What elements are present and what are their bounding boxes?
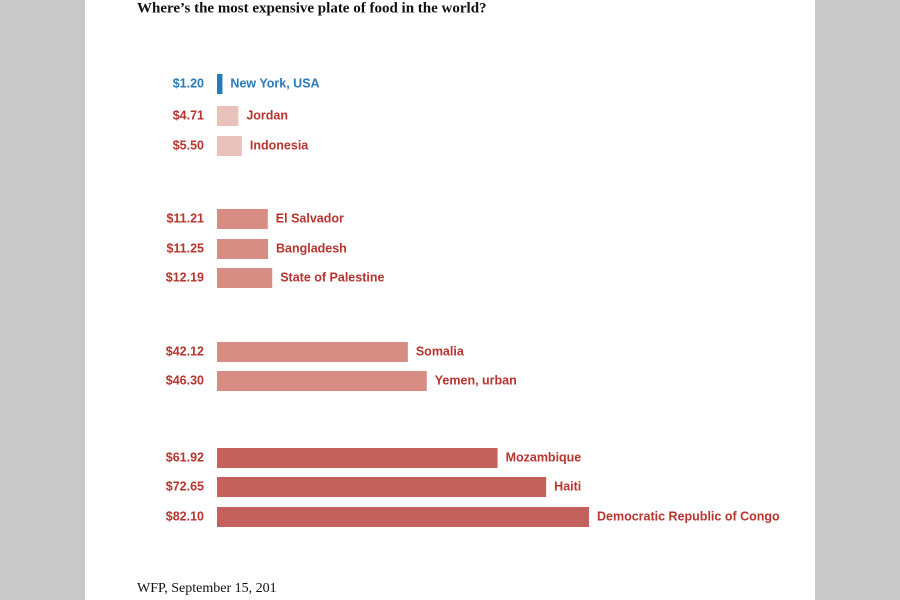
category-label: Haiti <box>554 479 581 493</box>
bar <box>217 448 498 468</box>
category-label: Indonesia <box>250 138 309 152</box>
bar <box>217 268 273 288</box>
value-label: $11.25 <box>166 241 204 255</box>
value-label: $5.50 <box>173 138 204 152</box>
chart-title: Where’s the most expensive plate of food… <box>137 0 487 16</box>
value-label: $11.21 <box>166 211 204 225</box>
category-label: Yemen, urban <box>435 373 517 387</box>
category-label: Somalia <box>416 344 465 358</box>
source: WFP, September 15, 201 <box>137 581 277 596</box>
bar <box>217 209 268 229</box>
bar <box>217 74 223 94</box>
bar <box>217 342 408 362</box>
value-label: $4.71 <box>173 108 204 122</box>
category-label: State of Palestine <box>280 270 384 284</box>
category-label: Jordan <box>246 108 288 122</box>
value-label: $42.12 <box>166 344 204 358</box>
bar <box>217 371 427 391</box>
bar <box>217 106 239 126</box>
bar <box>217 507 589 527</box>
category-label: New York, USA <box>230 76 319 90</box>
value-label: $61.92 <box>166 450 204 464</box>
category-label: Democratic Republic of Congo <box>597 509 780 523</box>
value-label: $12.19 <box>166 270 204 284</box>
value-label: $1.20 <box>173 76 204 90</box>
bar <box>217 136 242 156</box>
value-label: $72.65 <box>166 479 204 493</box>
category-label: El Salvador <box>276 211 344 225</box>
category-label: Mozambique <box>506 450 582 464</box>
panel <box>85 0 815 600</box>
value-label: $46.30 <box>166 373 204 387</box>
value-label: $82.10 <box>166 509 204 523</box>
category-label: Bangladesh <box>276 241 347 255</box>
bar <box>217 477 547 497</box>
bar <box>217 239 268 259</box>
